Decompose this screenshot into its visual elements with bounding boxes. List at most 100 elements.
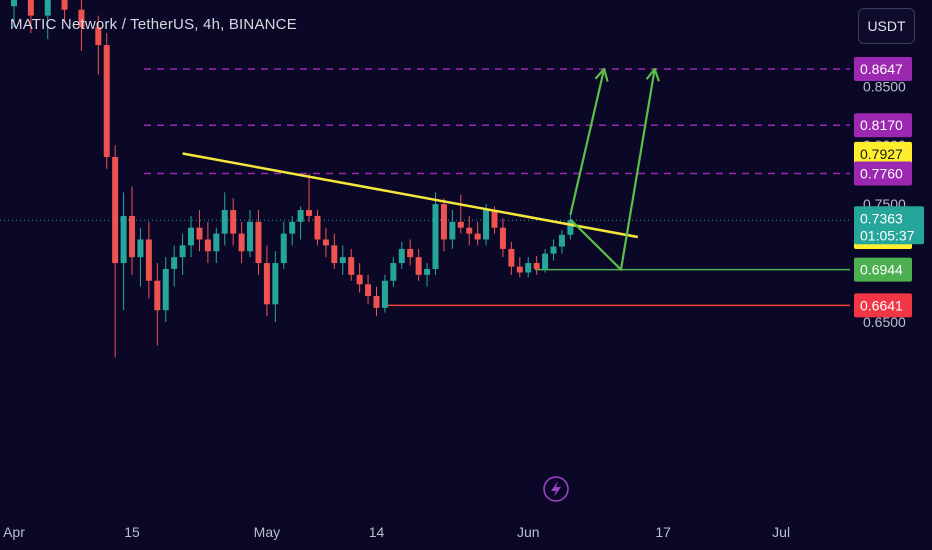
- candle-body: [373, 296, 380, 308]
- candle-body: [95, 27, 102, 46]
- candle-body: [306, 210, 313, 216]
- price-badge: [854, 113, 912, 138]
- candle-body: [558, 234, 565, 247]
- candle-body: [120, 215, 127, 264]
- chart-title: MATIC Network / TetherUS, 4h, BINANCE: [10, 16, 297, 33]
- price-badge-label: 0.8647: [860, 61, 903, 77]
- candle-body: [129, 215, 136, 258]
- candles: [11, 0, 574, 358]
- candle-body: [263, 263, 270, 305]
- candle-body: [390, 263, 397, 281]
- candle-body: [213, 233, 220, 252]
- candle-body: [78, 9, 85, 28]
- countdown-label: 01:05:37: [860, 227, 915, 243]
- candle-body: [348, 257, 355, 275]
- trendline: [182, 152, 639, 239]
- price-badge: [854, 257, 912, 282]
- candle-body: [154, 280, 161, 311]
- price-badge-label: 0.6944: [860, 262, 903, 278]
- time-axis[interactable]: Apr 15 May 14 Jun 17 Jul: [3, 524, 790, 540]
- candle-body: [230, 210, 237, 234]
- candle-body: [280, 233, 287, 264]
- current-price-badge: [854, 206, 924, 245]
- candle-body: [483, 210, 490, 240]
- currency-button[interactable]: USDT: [858, 8, 915, 44]
- candle-body: [407, 248, 414, 258]
- candle-body: [44, 0, 51, 16]
- candle-body: [171, 257, 178, 269]
- candle-body: [466, 227, 473, 234]
- candle-body: [491, 210, 498, 228]
- projection-arrow: [569, 68, 656, 271]
- candle-body: [61, 0, 68, 10]
- time-tick-label: Jul: [772, 524, 790, 540]
- candle-body: [550, 246, 557, 254]
- candle-body: [137, 239, 144, 258]
- arrow-head: [645, 67, 660, 82]
- price-badges: 0.86470.81700.79270.77600.72210.69440.66…: [854, 57, 924, 318]
- candle-body: [145, 239, 152, 281]
- time-tick-label: 14: [369, 524, 385, 540]
- candle-body: [255, 221, 262, 264]
- candle-body: [289, 221, 296, 234]
- candle-body: [297, 210, 304, 222]
- candle-body: [440, 204, 447, 240]
- candle-body: [188, 227, 195, 246]
- price-badge: [854, 141, 912, 166]
- candle-body: [322, 239, 329, 246]
- candle-body: [516, 266, 523, 273]
- time-tick-label: 15: [124, 524, 140, 540]
- candle-body: [356, 274, 363, 285]
- lightning-icon[interactable]: [543, 476, 569, 502]
- candle-body: [398, 248, 405, 264]
- candle-body: [567, 220, 574, 235]
- candle-body: [11, 0, 17, 7]
- candle-body: [432, 204, 439, 269]
- candle-body: [162, 268, 169, 311]
- candle-body: [424, 268, 431, 275]
- candle-body: [179, 245, 186, 258]
- time-tick-label: May: [254, 524, 280, 540]
- candle-body: [474, 233, 481, 240]
- candle-body: [542, 253, 549, 269]
- candle-body: [27, 0, 34, 16]
- candle-body: [204, 239, 211, 252]
- candle-body: [196, 227, 203, 240]
- candle-body: [525, 263, 532, 273]
- candle-body: [112, 157, 119, 264]
- candle-body: [221, 210, 228, 234]
- projection-arrow: [569, 68, 606, 216]
- time-tick-label: Apr: [3, 524, 25, 540]
- candle-body: [331, 245, 338, 264]
- time-tick-label: 17: [655, 524, 671, 540]
- price-badge-label: 0.6641: [860, 297, 903, 313]
- candle-body: [272, 263, 279, 305]
- price-badge-label: 0.8170: [860, 117, 903, 133]
- candle-body: [499, 227, 506, 249]
- time-tick-label: Jun: [517, 524, 540, 540]
- price-badge: [854, 293, 912, 318]
- candle-body: [508, 248, 515, 267]
- price-tick-label: 0.8500: [863, 78, 906, 94]
- price-badge-label: 0.7927: [860, 146, 903, 162]
- candle-body: [238, 233, 245, 252]
- price-badge: [854, 57, 912, 81]
- level-lines: [0, 68, 850, 307]
- price-badge-label: 0.7760: [860, 166, 903, 182]
- current-price-label: 0.7363: [860, 210, 903, 226]
- drawings: [182, 67, 660, 271]
- price-tick-label: 0.6500: [863, 314, 906, 330]
- candle-body: [449, 221, 456, 240]
- price-badge: [854, 161, 912, 186]
- candle-body: [103, 45, 110, 158]
- candle-body: [381, 280, 388, 308]
- candle-body: [247, 221, 254, 252]
- candle-body: [339, 257, 346, 264]
- candle-body: [457, 221, 464, 228]
- arrow-head: [594, 67, 609, 82]
- candle-body: [365, 284, 372, 297]
- candle-body: [533, 263, 540, 269]
- candle-body: [314, 215, 321, 240]
